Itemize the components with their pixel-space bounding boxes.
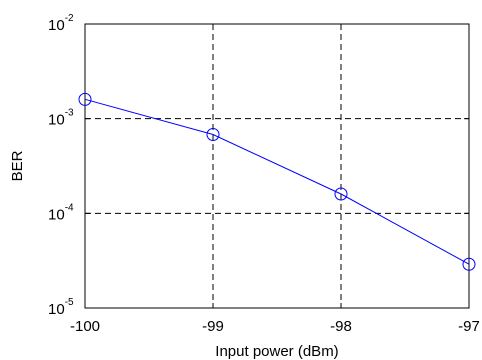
data-point [206,128,220,142]
y-tick-label: 10-2 [48,13,74,34]
series-line [84,98,470,265]
data-point [334,187,348,201]
grid [85,24,469,308]
x-axis-label: Input power (dBm) [215,343,338,360]
data-point [462,257,476,271]
axis-ticks: -100 -99 -98 -97 10-5 10-4 10-3 10-2 [48,13,480,335]
y-tick-label: 10-4 [48,202,74,223]
x-tick-label: -100 [70,318,100,335]
x-tick-label: -99 [202,318,224,335]
x-tick-label: -97 [458,318,480,335]
y-axis-label: BER [9,150,26,181]
data-point [78,92,92,106]
y-tick-label: 10-5 [48,297,74,318]
plot-area-frame [84,23,470,309]
series [78,92,476,271]
y-tick-label: 10-3 [48,108,74,129]
x-tick-label: -98 [330,318,352,335]
